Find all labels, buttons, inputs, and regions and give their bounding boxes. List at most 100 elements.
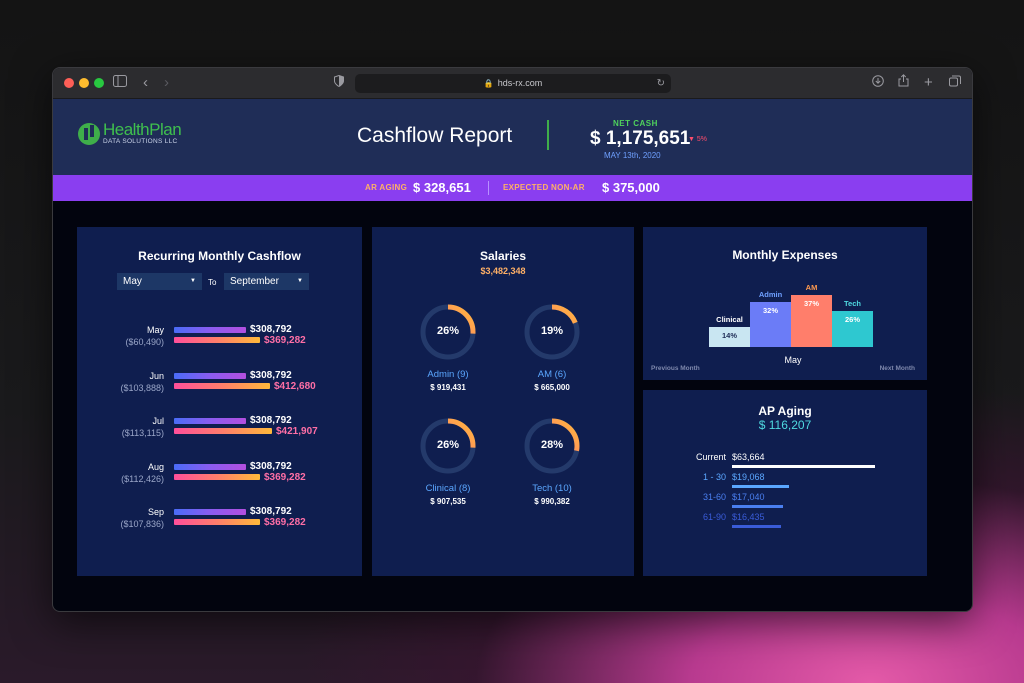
- cashflow-row: Jun ($103,888) $308,792 $412,680: [77, 369, 362, 401]
- cashflow-expense-bar: [174, 428, 272, 434]
- sidebar-icon[interactable]: [113, 74, 127, 92]
- salary-group-amount: $ 907,535: [430, 497, 466, 506]
- cashflow-income-value: $308,792: [250, 369, 292, 381]
- cashflow-expense-value: $369,282: [264, 471, 306, 483]
- cashflow-net-negative: ($112,426): [121, 473, 164, 484]
- address-bar[interactable]: 🔒 hds-rx.com ↻: [355, 74, 671, 93]
- donut-chart: [524, 304, 580, 360]
- cashflow-expense-value: $369,282: [264, 517, 306, 528]
- cashflow-income-value: $308,792: [250, 324, 292, 335]
- minimize-window-button[interactable]: [79, 78, 89, 88]
- cashflow-income-value: $308,792: [250, 506, 292, 517]
- ap-aging-amount: $63,664: [732, 452, 765, 462]
- cashflow-month: Jul: [152, 416, 164, 426]
- cashflow-net-negative: ($103,888): [120, 382, 164, 393]
- logo-mark-icon: [78, 123, 100, 145]
- salaries-panel: Salaries $3,482,348 26% Admin (9) $ 919,43…: [372, 227, 634, 576]
- net-cash-label: NET CASH: [613, 119, 658, 128]
- donut-chart: [420, 418, 476, 474]
- report-date: MAY 13th, 2020: [604, 151, 661, 160]
- logo-name: HealthPlan: [103, 120, 182, 139]
- ap-aging-bar: [732, 505, 783, 508]
- donut-arc: [420, 304, 476, 360]
- to-label: To: [208, 278, 217, 287]
- expense-bar: 37%: [791, 295, 832, 347]
- summary-bar: AR AGING $ 328,651 EXPECTED NON-AR $ 375…: [53, 175, 972, 201]
- cashflow-expense-bar: [174, 382, 270, 389]
- expenses-title: Monthly Expenses: [732, 248, 838, 262]
- from-month-select[interactable]: May ▼: [117, 273, 202, 290]
- net-cash-value: $ 1,175,651: [590, 128, 691, 149]
- ap-aging-bucket: 1 - 30: [702, 472, 726, 482]
- next-month-link[interactable]: Next Month: [879, 365, 915, 372]
- donut-percent: 26%: [436, 439, 460, 451]
- reload-icon[interactable]: ↻: [656, 78, 665, 89]
- chevron-down-icon: ▼: [297, 278, 303, 284]
- salary-donut: 28%: [523, 417, 581, 475]
- donut-percent: 26%: [436, 325, 460, 337]
- shield-icon[interactable]: [334, 74, 344, 92]
- salaries-title: Salaries: [479, 249, 527, 263]
- cashflow-expense-value: $369,282: [264, 335, 306, 346]
- donut-arc: [420, 418, 476, 474]
- ap-aging-bar: [732, 465, 875, 468]
- salary-group-amount: $ 990,382: [534, 497, 570, 506]
- cashflow-expense-bar: [174, 337, 260, 343]
- salary-group-amount: $ 919,431: [430, 383, 466, 392]
- cashflow-expense-bar: [174, 473, 260, 480]
- expense-bar: 14%: [709, 327, 750, 347]
- donut-chart: [420, 304, 476, 360]
- ap-aging-total: $ 116,207: [758, 418, 812, 432]
- browser-window: ‹ › 🔒 hds-rx.com ↻ + HealthPlan DATA SOLU…: [52, 67, 973, 612]
- expense-bar: 32%: [750, 302, 791, 347]
- ap-aging-amount: $16,435: [732, 512, 765, 522]
- cashflow-income-bar: [174, 372, 246, 379]
- download-icon[interactable]: [872, 74, 884, 92]
- salary-donut: 26%: [419, 417, 477, 475]
- maximize-window-button[interactable]: [94, 78, 104, 88]
- cashflow-expense-bar: [174, 519, 260, 525]
- cashflow-panel: Recurring Monthly Cashflow May ▼ To Sept…: [77, 227, 362, 576]
- dashboard-header: HealthPlan DATA SOLUTIONS LLC Cashflow R…: [53, 99, 972, 175]
- salary-donut: 26%: [419, 303, 477, 361]
- cashflow-row: Sep ($107,836) $308,792 $369,282: [77, 506, 362, 537]
- net-cash-change-badge: ▼ 5%: [688, 136, 707, 143]
- cashflow-expense-value: $412,680: [274, 380, 316, 392]
- company-logo[interactable]: HealthPlan DATA SOLUTIONS LLC: [78, 120, 198, 152]
- donut-chart: [524, 418, 580, 474]
- lock-icon: 🔒: [483, 79, 494, 88]
- from-month-value: May: [123, 276, 142, 287]
- ap-aging-bar: [732, 485, 789, 488]
- new-tab-icon[interactable]: +: [924, 74, 933, 91]
- cashflow-row: Aug ($112,426) $308,792 $369,282: [77, 461, 362, 492]
- expected-non-ar-value: $ 375,000: [602, 180, 660, 195]
- expense-bar: 26%: [832, 311, 873, 347]
- donut-percent: 28%: [540, 439, 564, 451]
- salary-donut: 19%: [523, 303, 581, 361]
- expense-bar-percent: 37%: [803, 299, 819, 308]
- ap-aging-bucket: 61-90: [702, 512, 726, 522]
- browser-toolbar: ‹ › 🔒 hds-rx.com ↻ +: [53, 68, 972, 99]
- tabs-overview-icon[interactable]: [949, 74, 961, 92]
- cashflow-month: Aug: [147, 461, 164, 472]
- ap-aging-bucket: 31-60: [702, 492, 726, 502]
- share-icon[interactable]: [898, 74, 909, 92]
- chevron-down-icon: ▼: [190, 278, 196, 284]
- expected-non-ar-label: EXPECTED NON-AR: [503, 183, 585, 192]
- page-title: Cashflow Report: [357, 124, 513, 147]
- expense-bar-label: Clinical: [716, 315, 743, 324]
- expenses-month: May: [784, 355, 802, 365]
- previous-month-link[interactable]: Previous Month: [651, 365, 700, 372]
- cashflow-expense-value: $421,907: [276, 426, 318, 437]
- salary-group-name: Clinical (8): [425, 483, 471, 494]
- back-icon[interactable]: ‹: [143, 74, 148, 91]
- ap-aging-amount: $19,068: [732, 472, 765, 482]
- monthly-expenses-panel: Monthly Expenses 14% Clinical 32% Admin 37% A…: [643, 227, 927, 380]
- to-month-select[interactable]: September ▼: [224, 273, 309, 290]
- ap-aging-amount: $17,040: [732, 492, 765, 502]
- cashflow-row: May ($60,490) $308,792 $369,282: [77, 324, 362, 355]
- forward-icon[interactable]: ›: [164, 74, 169, 91]
- close-window-button[interactable]: [64, 78, 74, 88]
- cashflow-income-bar: [174, 418, 246, 424]
- summary-divider: [488, 181, 489, 195]
